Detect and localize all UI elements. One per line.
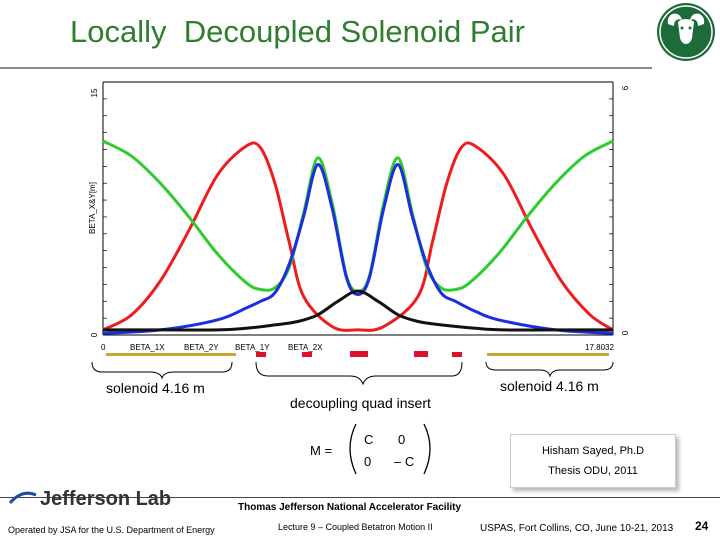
- series-beta-1x: [102, 141, 614, 332]
- quad-marker-4: [414, 351, 428, 357]
- facility-name: Thomas Jefferson National Accelerator Fa…: [238, 502, 462, 513]
- solenoid-left-label: solenoid 4.16 m: [106, 380, 205, 396]
- plot-series: [102, 139, 614, 335]
- matrix-c21: 0: [364, 454, 371, 469]
- brace-quad-insert: [255, 361, 463, 386]
- y-right-top-tick: 6: [621, 85, 630, 90]
- lecture-title: Lecture 9 – Coupled Betatron Motion II: [278, 522, 433, 532]
- quad-marker-1: [256, 352, 266, 357]
- y-axis-label: BETA_X&Y[m]: [88, 182, 97, 234]
- university-logo: [657, 3, 715, 61]
- legend-beta-2y: BETA_2Y: [184, 343, 219, 352]
- matrix-left-bracket: [349, 423, 357, 475]
- operated-by: Operated by JSA for the U.S. Department …: [8, 525, 215, 535]
- series-beta-2y: [102, 139, 614, 293]
- page-number: 24: [695, 519, 709, 533]
- footer-divider: [0, 497, 720, 498]
- title-underline: [0, 67, 652, 69]
- solenoid-right-label: solenoid 4.16 m: [500, 378, 599, 394]
- page-title: Locally Decoupled Solenoid Pair: [70, 14, 525, 49]
- matrix-c22: – C: [394, 454, 414, 469]
- solenoid-right-marker: [487, 353, 609, 356]
- x-end-label: 17.8032: [585, 343, 614, 352]
- lab-logo-text: Jefferson Lab: [40, 488, 172, 510]
- matrix-c11: C: [364, 432, 373, 447]
- legend-beta-2x: BETA_2X: [288, 343, 323, 352]
- quad-marker-5: [452, 352, 462, 357]
- matrix-label: M =: [310, 443, 332, 458]
- series-beta-1y: [102, 163, 614, 335]
- plot-axes: [102, 81, 614, 336]
- matrix-right-bracket: [423, 423, 431, 475]
- quad-insert-label: decoupling quad insert: [290, 395, 431, 411]
- x-start-label: 0: [101, 343, 106, 352]
- brace-solenoid-left: [91, 361, 233, 380]
- quad-marker-2: [302, 352, 312, 357]
- y-left-top-tick: 15: [90, 88, 99, 97]
- axis-ticks: [103, 98, 613, 319]
- jlab-swoosh-icon: [8, 489, 38, 507]
- reference-author: Hisham Sayed, Ph.D: [541, 445, 645, 457]
- solenoid-left-marker: [106, 353, 236, 356]
- y-right-bottom-tick: 0: [621, 330, 630, 335]
- reference-thesis: Thesis ODU, 2011: [548, 465, 638, 477]
- quad-marker-3: [350, 351, 368, 357]
- y-left-bottom-tick: 0: [90, 332, 99, 337]
- matrix-c12: 0: [398, 432, 405, 447]
- course-info: USPAS, Fort Collins, CO, June 10-21, 201…: [480, 523, 674, 534]
- legend-beta-1y: BETA_1Y: [235, 343, 270, 352]
- legend-beta-1x: BETA_1X: [130, 343, 165, 352]
- brace-solenoid-right: [485, 361, 614, 378]
- series-beta-2x: [103, 289, 613, 332]
- reference-box: Hisham Sayed, Ph.D Thesis ODU, 2011: [510, 434, 676, 488]
